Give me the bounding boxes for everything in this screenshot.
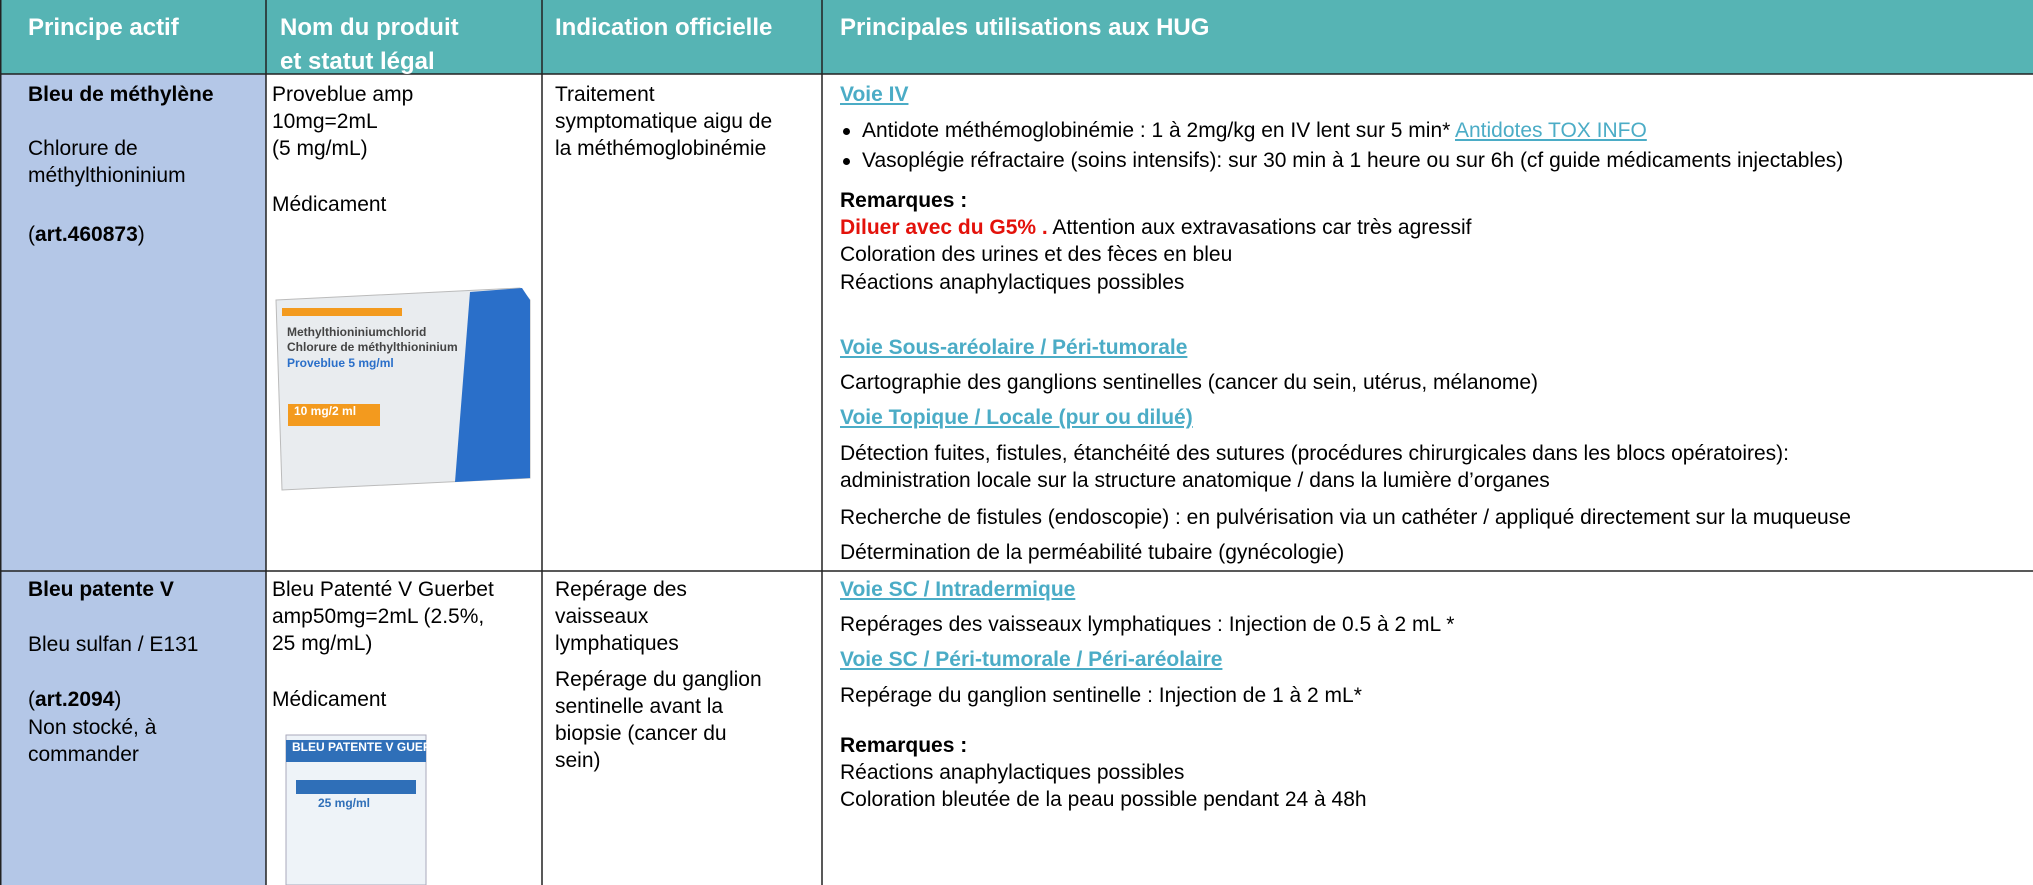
cell-text: sentinelle avant la [555, 695, 724, 718]
cell-text: biopsie (cancer du [555, 722, 727, 745]
remark: Réactions anaphylactiques possibles [840, 761, 1185, 784]
legal-status: Médicament [272, 193, 387, 216]
cell-text: Repérage du ganglion sentinelle : Inject… [840, 684, 1362, 707]
bullet [843, 128, 850, 135]
remark: Réactions anaphylactiques possibles [840, 271, 1185, 294]
stock-note: commander [28, 743, 139, 766]
cell-text: Cartographie des ganglions sentinelles (… [840, 371, 1539, 394]
text-segment: Antidote méthémoglobinémie : 1 à 2mg/kg … [862, 119, 1455, 142]
bleu-patente-box [285, 734, 427, 885]
bullet-item: Antidote méthémoglobinémie : 1 à 2mg/kg … [862, 119, 1647, 143]
cell-text: sein) [555, 749, 601, 772]
cell-text: symptomatique aigu de [555, 110, 773, 133]
route-heading: Voie SC / Péri-tumorale / Péri-aréolaire [840, 648, 1223, 671]
header-cell: et statut légal [280, 48, 435, 75]
remark: Diluer avec du G5% . Attention aux extra… [840, 216, 1471, 240]
remark: Coloration bleutée de la peau possible p… [840, 788, 1367, 811]
bullet-item: Vasoplégie réfractaire (soins intensifs)… [862, 149, 1844, 172]
package-text: Chlorure de méthylthioninium [287, 340, 458, 354]
cell-text: Repérage des [555, 578, 687, 601]
header-cell: Principales utilisations aux HUG [840, 14, 1210, 41]
remarks-title: Remarques : [840, 189, 968, 212]
package-text: 10 mg/2 ml [294, 404, 357, 418]
remark: Coloration des urines et des fèces en bl… [840, 243, 1233, 266]
package-text: Proveblue 5 mg/ml [287, 356, 394, 370]
text-segment: art.2094 [35, 688, 115, 711]
cell-text: Repérages des vaisseaux lymphatiques : I… [840, 613, 1455, 636]
remarks-title: Remarques : [840, 734, 968, 757]
text-segment: ) [114, 688, 122, 711]
text-segment: ( [28, 688, 35, 711]
text-segment: ( [28, 223, 35, 246]
cell-text: la méthémoglobinémie [555, 137, 767, 160]
active-name: Bleu patente V [28, 578, 174, 601]
active-name: Bleu de méthylène [28, 83, 214, 106]
cell-text: (5 mg/mL) [272, 137, 368, 160]
header-cell: Nom du produit [280, 14, 459, 41]
route-heading: Voie IV [840, 83, 909, 106]
cell-text: Proveblue amp [272, 83, 414, 106]
proveblue-box [275, 287, 531, 491]
article-code: (art.2094) [28, 688, 121, 712]
stock-note: Non stocké, à [28, 716, 157, 739]
link[interactable]: Antidotes TOX INFO [1455, 119, 1647, 142]
header-cell: Indication officielle [555, 14, 773, 41]
route-heading: Voie SC / Intradermique [840, 578, 1076, 601]
text-segment: Attention aux extravasations car très ag… [1047, 216, 1472, 239]
header-bg [0, 0, 2033, 74]
package-text: Methylthioniniumchlorid [287, 325, 427, 339]
cell-text: Recherche de fistules (endoscopie) : en … [840, 506, 1851, 529]
package-text: 25 mg/ml [318, 796, 371, 810]
route-heading: Voie Sous-aréolaire / Péri-tumorale [840, 336, 1188, 359]
legal-status: Médicament [272, 688, 387, 711]
bullet [843, 158, 850, 165]
cell-text: Traitement [555, 83, 655, 106]
first-column-bg [0, 74, 266, 885]
warning: Diluer avec du G5% . [840, 216, 1048, 239]
route-heading: Voie Topique / Locale (pur ou dilué) [840, 406, 1193, 429]
cell-text: 25 mg/mL) [272, 632, 373, 655]
cell-text: amp50mg=2mL (2.5%, [272, 605, 485, 628]
cell-text: Détermination de la perméabilité tubaire… [840, 541, 1345, 564]
package-text: BLEU PATENTE V GUERBET [292, 740, 456, 754]
cell-text: administration locale sur la structure a… [840, 469, 1550, 492]
cell-text: Bleu Patenté V Guerbet [272, 578, 494, 601]
text-segment: ) [137, 223, 145, 246]
text-segment: art.460873 [35, 223, 138, 246]
cell-text: 10mg=2mL [272, 110, 378, 133]
article-code: (art.460873) [28, 223, 145, 247]
header-cell: Principe actif [28, 14, 179, 41]
cell-text: Chlorure de [28, 137, 138, 160]
cell-text: Bleu sulfan / E131 [28, 633, 199, 656]
cell-text: lymphatiques [555, 632, 679, 655]
cell-text: méthylthioninium [28, 164, 186, 187]
cell-text: Détection fuites, fistules, étanchéité d… [840, 442, 1789, 465]
cell-text: Repérage du ganglion [555, 668, 762, 691]
cell-text: vaisseaux [555, 605, 649, 628]
